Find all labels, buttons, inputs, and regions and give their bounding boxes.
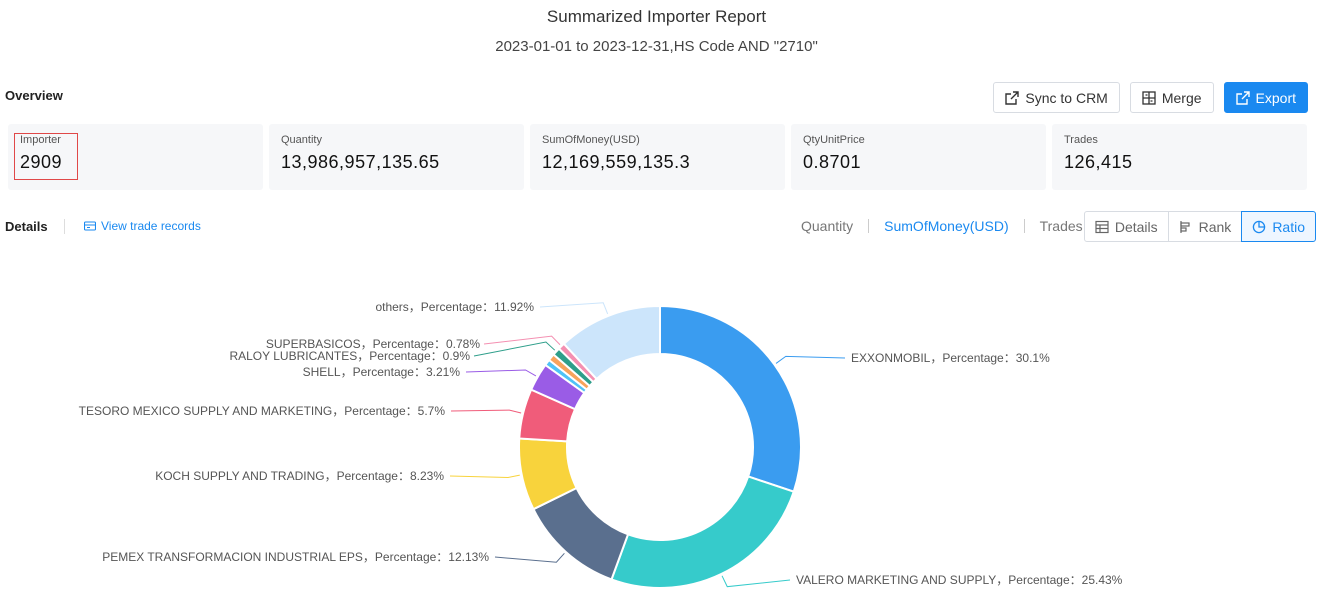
slice-label: TESORO MEXICO SUPPLY AND MARKETING，Perce… [79, 404, 446, 418]
sync-to-crm-button[interactable]: Sync to CRM [993, 82, 1120, 113]
divider [868, 219, 870, 233]
stat-label: Trades [1064, 134, 1098, 146]
stat-value: 13,986,957,135.65 [281, 152, 440, 172]
donut-slice[interactable] [659, 304, 802, 493]
view-ratio-label: Ratio [1272, 218, 1305, 235]
overview-heading: Overview [5, 88, 63, 103]
slice-label: others，Percentage：11.92% [375, 300, 534, 314]
stat-label: Importer [20, 134, 61, 146]
slice-label: SHELL，Percentage：3.21% [303, 365, 461, 379]
view-ratio-button[interactable]: Ratio [1241, 211, 1316, 242]
tab-quantity[interactable]: Quantity [801, 218, 854, 234]
action-toolbar: Sync to CRM Merge Export [993, 82, 1308, 113]
label-leader-line [450, 409, 522, 414]
merge-button[interactable]: Merge [1129, 82, 1214, 113]
slice-label: EXXONMOBIL，Percentage：30.1% [851, 351, 1050, 365]
view-rank-button[interactable]: Rank [1167, 211, 1243, 242]
slice-label: PEMEX TRANSFORMACION INDUSTRIAL EPS，Perc… [102, 550, 489, 564]
merge-label: Merge [1161, 89, 1202, 106]
export-icon [1235, 90, 1250, 105]
export-label: Export [1255, 89, 1296, 106]
report-subtitle: 2023-01-01 to 2023-12-31,HS Code AND "27… [495, 38, 818, 55]
view-mode-toggle: Details Rank Ratio [1083, 211, 1316, 242]
stat-value: 126,415 [1064, 152, 1133, 172]
view-details-button[interactable]: Details [1083, 211, 1169, 242]
view-rank-label: Rank [1198, 218, 1232, 235]
stat-value: 12,169,559,135.3 [542, 152, 691, 172]
divider [1023, 219, 1025, 233]
stat-label: SumOfMoney(USD) [542, 134, 640, 146]
details-heading: Details [5, 219, 48, 234]
table-icon [1095, 220, 1109, 233]
tab-sum-of-money[interactable]: SumOfMoney(USD) [884, 218, 1009, 234]
tab-trades[interactable]: Trades [1039, 218, 1083, 234]
label-leader-line [483, 335, 561, 346]
stat-label: Quantity [281, 134, 322, 146]
pie-chart-icon [1253, 220, 1266, 233]
stat-card-importer: Importer 2909 [8, 124, 263, 190]
stat-value: 0.8701 [803, 152, 862, 172]
label-leader-line [775, 355, 846, 364]
sync-to-crm-label: Sync to CRM [1025, 89, 1108, 106]
stat-card-quantity: Quantity 13,986,957,135.65 [269, 124, 524, 190]
highlight-box [14, 133, 78, 180]
export-button[interactable]: Export [1223, 82, 1308, 113]
external-edit-icon [1005, 90, 1020, 105]
label-leader-line [473, 341, 556, 357]
stat-card-qty-unit-price: QtyUnitPrice 0.8701 [791, 124, 1046, 190]
donut-slice[interactable] [562, 304, 661, 381]
view-trade-records-link[interactable]: View trade records [84, 219, 201, 233]
label-leader-line [465, 369, 537, 377]
stat-card-sum-of-money: SumOfMoney(USD) 12,169,559,135.3 [530, 124, 785, 190]
label-leader-line [539, 302, 609, 315]
slice-label: VALERO MARKETING AND SUPPLY，Percentage：2… [796, 573, 1123, 587]
metric-tabs: Quantity SumOfMoney(USD) Trades [801, 218, 1083, 234]
slice-label: SUPERBASICOS，Percentage：0.78% [266, 337, 480, 351]
view-details-label: Details [1114, 218, 1158, 235]
stat-card-trades: Trades 126,415 [1052, 124, 1307, 190]
label-leader-line [449, 474, 520, 479]
stats-row: Importer 2909 Quantity 13,986,957,135.65… [8, 124, 1307, 190]
label-leader-line [721, 575, 791, 588]
view-trade-records-label: View trade records [101, 219, 201, 233]
stat-value: 2909 [20, 152, 63, 172]
divider [64, 219, 65, 234]
stat-label: QtyUnitPrice [803, 134, 865, 146]
records-icon [84, 221, 96, 231]
report-title: Summarized Importer Report [546, 7, 767, 26]
donut-slice[interactable] [610, 475, 796, 589]
ratio-donut-chart: EXXONMOBIL，Percentage：30.1% VALERO MARKET… [79, 300, 1123, 589]
slice-label: RALOY LUBRICANTES，Percentage：0.9% [229, 349, 470, 363]
slice-label: KOCH SUPPLY AND TRADING，Percentage：8.23% [155, 469, 444, 483]
merge-icon [1142, 90, 1156, 105]
bar-rank-icon [1180, 220, 1190, 233]
label-leader-line [494, 552, 565, 563]
